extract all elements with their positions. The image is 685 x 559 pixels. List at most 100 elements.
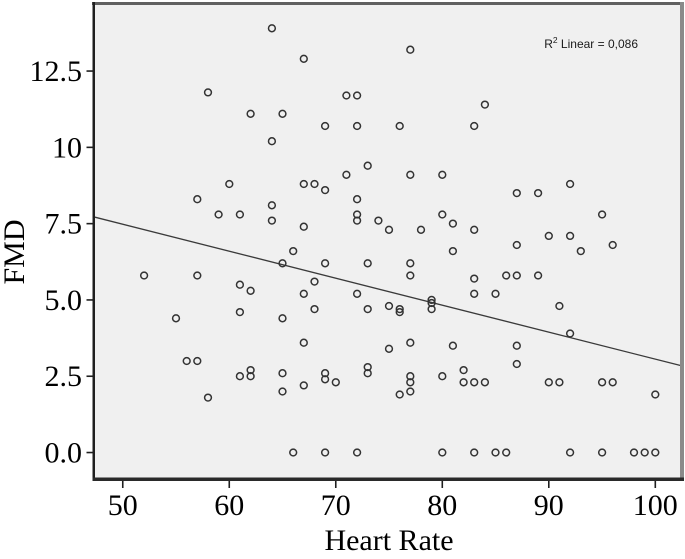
plot-border-left: [92, 2, 95, 481]
data-point: [235, 210, 245, 219]
data-point: [320, 448, 330, 457]
data-point: [491, 289, 500, 298]
data-point: [299, 179, 308, 189]
data-point: [278, 369, 287, 378]
y-axis-title: FMD: [0, 219, 31, 284]
data-point: [480, 100, 490, 109]
data-point: [171, 314, 181, 323]
data-point: [406, 45, 415, 54]
data-point: [246, 109, 255, 118]
r-squared-annotation: R2 Linear = 0,086: [544, 35, 638, 51]
data-point: [299, 54, 308, 63]
data-point: [246, 286, 255, 295]
data-point: [640, 448, 649, 457]
data-point: [427, 304, 436, 314]
y-tick-label: 5.0: [45, 284, 83, 317]
y-tick-label: 7.5: [45, 208, 83, 241]
data-point: [491, 448, 500, 457]
y-tick-label: 0.0: [45, 437, 83, 470]
data-point: [438, 448, 447, 457]
data-point: [406, 271, 415, 280]
data-point: [597, 448, 607, 457]
r-squared-superscript: 2: [553, 35, 558, 45]
y-axis-tick-labels: 0.0 2.5 5.0 7.5 10 12.5: [30, 55, 83, 469]
data-point: [320, 375, 330, 384]
data-point: [320, 185, 330, 195]
data-point: [395, 307, 404, 317]
data-point: [299, 381, 308, 390]
data-point: [470, 378, 479, 387]
data-point: [384, 301, 394, 311]
data-point: [139, 271, 149, 280]
data-point: [565, 179, 575, 189]
data-point: [352, 195, 362, 204]
data-point: [193, 271, 202, 280]
data-point: [406, 378, 415, 387]
x-axis-tick-labels: 50 60 70 80 90 100: [108, 489, 678, 522]
data-point: [214, 210, 223, 219]
data-point: [235, 307, 245, 317]
data-point: [203, 393, 213, 402]
data-point: [395, 304, 404, 314]
data-point: [384, 225, 394, 234]
data-point: [193, 195, 202, 204]
x-axis-ticks: [121, 481, 657, 488]
x-axis-title: Heart Rate: [324, 524, 453, 557]
data-point: [470, 448, 479, 457]
data-point: [289, 246, 298, 256]
data-point: [203, 88, 213, 97]
data-point: [395, 390, 404, 399]
data-point: [459, 365, 468, 375]
data-point: [267, 24, 277, 33]
data-point: [310, 179, 319, 189]
data-point: [576, 246, 585, 256]
data-point: [384, 344, 394, 353]
x-tick-label: 90: [534, 489, 564, 522]
data-point: [544, 378, 553, 387]
data-point: [512, 359, 521, 369]
data-point: [406, 259, 415, 268]
data-point: [470, 289, 479, 298]
data-point: [448, 219, 458, 228]
data-point: [363, 161, 372, 170]
data-point: [502, 448, 511, 457]
data-point: [448, 246, 458, 256]
data-point: [651, 448, 660, 457]
data-point: [480, 378, 490, 387]
r-squared-rest: Linear = 0,086: [558, 37, 639, 51]
data-point: [565, 329, 575, 338]
data-point: [470, 225, 479, 234]
data-point: [470, 274, 479, 283]
data-point: [629, 448, 639, 457]
data-point: [406, 387, 415, 396]
regression-line: [93, 216, 684, 367]
data-point: [565, 448, 575, 457]
data-point: [320, 259, 330, 268]
data-point: [278, 314, 287, 323]
data-point: [342, 170, 351, 179]
data-point: [310, 304, 319, 314]
data-point: [278, 259, 287, 268]
plot-border-right: [680, 2, 684, 481]
x-tick-label: 70: [321, 489, 351, 522]
data-point: [438, 372, 447, 381]
data-point: [352, 216, 362, 225]
data-point: [512, 188, 521, 198]
data-point: [363, 304, 372, 314]
r-squared-base: R: [544, 37, 553, 51]
data-point: [299, 338, 308, 347]
data-point: [363, 259, 372, 268]
x-tick-label: 50: [108, 489, 138, 522]
data-point: [416, 225, 426, 234]
regression-line-group: [93, 216, 684, 367]
data-point: [267, 137, 277, 146]
data-point: [406, 170, 415, 179]
data-point: [502, 271, 511, 280]
data-point: [235, 280, 245, 289]
data-point: [406, 338, 415, 347]
plot-area-background: [94, 3, 682, 478]
data-point: [395, 121, 404, 131]
data-point: [299, 289, 308, 298]
data-point: [597, 210, 607, 219]
